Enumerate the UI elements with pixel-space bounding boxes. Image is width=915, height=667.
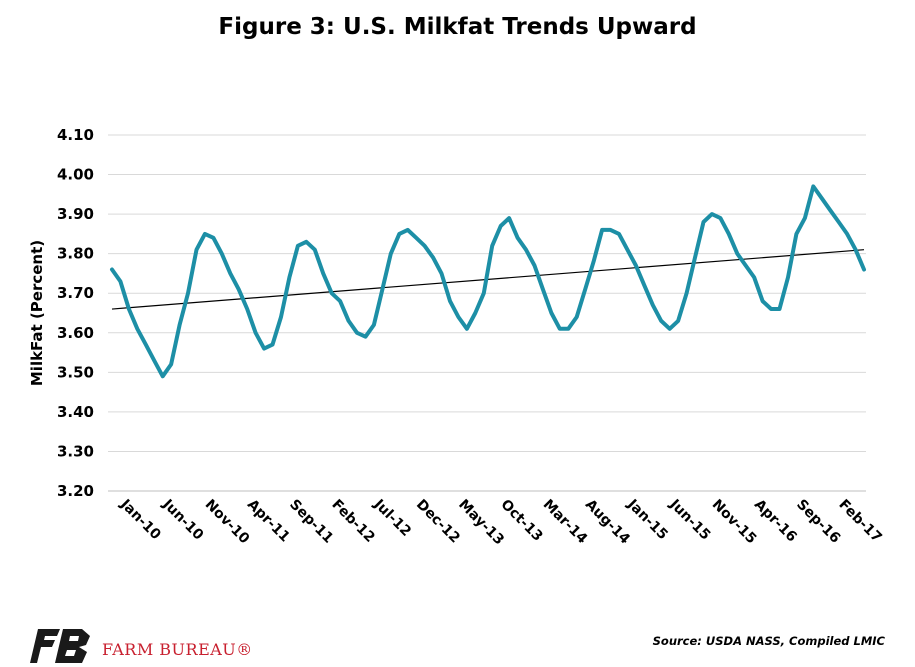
x-tick-label: Feb-17 (835, 497, 884, 546)
milkfat-series-line (110, 184, 866, 379)
x-tick-label: Jan-10 (116, 496, 163, 543)
chart-title: Figure 3: U.S. Milkfat Trends Upward (218, 14, 697, 40)
y-tick-label: 4.00 (57, 166, 94, 184)
y-axis-ticks: 3.20 3.30 3.40 3.50 3.60 3.70 3.80 3.90 4.00 4.10 (57, 126, 94, 500)
x-tick-label: Aug-14 (582, 497, 633, 548)
y-tick-label: 3.80 (57, 245, 94, 263)
y-tick-label: 3.50 (57, 363, 94, 381)
x-tick-label: Dec-12 (413, 497, 463, 547)
x-tick-label: Nov-15 (709, 497, 760, 548)
x-tick-label: Apr-11 (244, 497, 293, 546)
y-tick-label: 3.20 (57, 482, 94, 500)
y-tick-label: 4.10 (57, 126, 94, 144)
x-axis-ticks: Jan-10Jun-10Nov-10Apr-11Sep-11Feb-12Jul-… (116, 496, 884, 549)
source-note: Source: USDA NASS, Compiled LMIC (652, 634, 885, 648)
y-tick-label: 3.40 (57, 403, 94, 421)
gridlines (108, 134, 866, 452)
x-tick-label: May-13 (455, 497, 507, 549)
y-tick-label: 3.60 (57, 324, 94, 342)
x-tick-label: Jun-15 (666, 496, 714, 544)
y-axis-label: MilkFat (Percent) (28, 240, 46, 386)
x-tick-label: Nov-10 (202, 497, 253, 548)
y-tick-label: 3.30 (57, 442, 94, 460)
farm-bureau-emblem-icon (30, 629, 90, 663)
x-tick-label: Sep-16 (793, 497, 843, 547)
farm-bureau-logo: FARM BUREAU® (30, 628, 300, 666)
x-tick-label: Feb-12 (328, 497, 377, 546)
x-tick-label: Jun-10 (159, 496, 207, 544)
y-tick-label: 3.70 (57, 284, 94, 302)
brand-name: FARM BUREAU® (102, 640, 253, 659)
milkfat-line-chart: 3.20 3.30 3.40 3.50 3.60 3.70 3.80 3.90 4.00 4.10… (28, 126, 885, 549)
x-tick-label: Mar-14 (540, 497, 591, 548)
y-tick-label: 3.90 (57, 205, 94, 223)
x-tick-label: Sep-11 (286, 497, 336, 547)
x-tick-label: Apr-16 (751, 497, 800, 546)
